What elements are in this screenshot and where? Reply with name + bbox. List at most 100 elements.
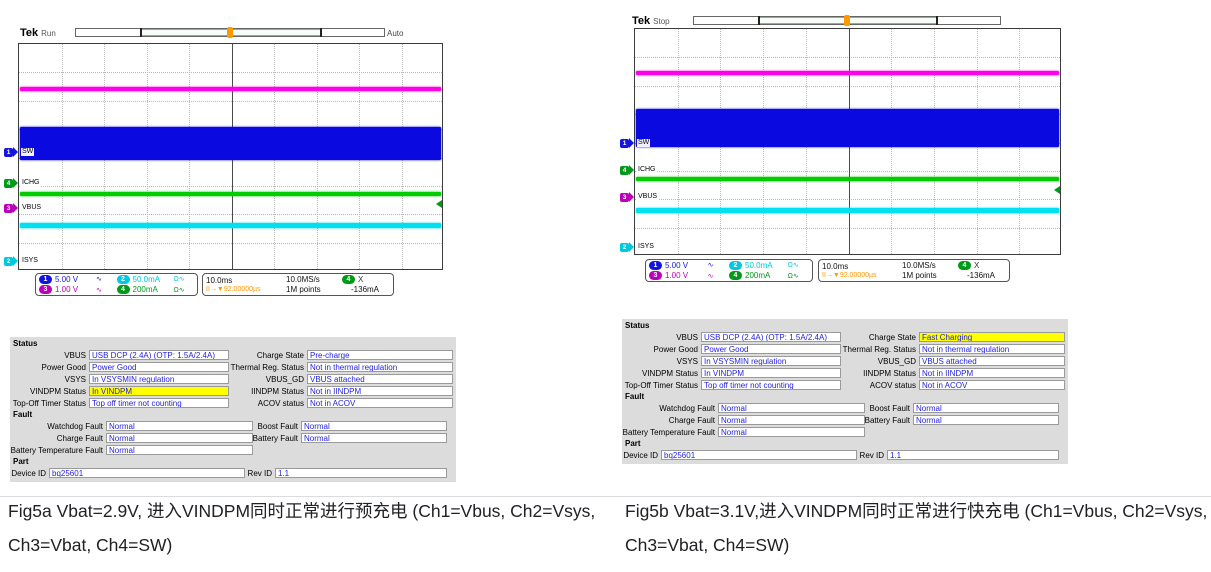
timebase-column: 10.0ms II→▼92.00000µs [822,260,902,281]
channel-badge: 2 [116,274,130,284]
trigger-delay-value: II→▼92.00000µs [206,286,261,294]
field-label: Battery Fault [864,415,910,425]
channel-badge: 1 [649,260,662,270]
section-title-fault: Fault [13,410,33,419]
trigger-type-value: X [358,275,364,285]
channel-label-ichg: ICHG [637,166,657,174]
field-label: Device ID [623,450,658,460]
channel-number-badge: 2 [620,242,629,252]
field-value: bq25601 [661,450,857,460]
field-label: VSYS [676,356,698,366]
channel-badge: 1 [39,274,52,284]
field-value: Top off timer not counting [701,380,841,390]
trace-magenta [636,71,1059,75]
field-value: Power Good [89,362,229,372]
field-label: Charge Fault [56,433,103,443]
preview-bracket-left [140,28,143,37]
field-value: Top off timer not counting [89,398,229,408]
channel-number-badge: 2 [4,256,13,266]
channel-marker-vbus: 3 [620,192,634,202]
channel-scale-value: 1.00 V [55,285,79,295]
gridline [19,185,442,187]
acquisition-mode-label: Auto [387,29,404,38]
trigger-position-icon [844,15,850,26]
channel-scale-value: 5.00 V [665,260,689,270]
gridline [635,199,1060,201]
readout-row: 3 1.00 V ∿ 4 200mA Ω∿ [649,271,809,281]
gridline [19,72,442,74]
field-value: Not in thermal regulation [919,344,1065,354]
preview-bracket-right [319,28,322,37]
channel-marker-isys: 2 [620,242,634,252]
field-label: Battery Temperature Fault [10,445,103,455]
field-row: VSYS In VSYSMIN regulation VBUS_GD VBUS att… [13,373,453,385]
readout-row: 3 1.00 V ∿ 4 200mA Ω∿ [39,285,194,295]
caption-left: Fig5a Vbat=2.9V, 进入VINDPM同时正常进行预充电 (Ch1=… [8,501,596,555]
field-value: Not in ACOV [919,380,1065,390]
field-label: IINDPM Status [251,386,304,396]
field-value: bq25601 [49,468,245,478]
field-value: Normal [106,421,253,431]
field-row: Device ID bq25601 Rev ID 1.1 [11,467,453,479]
trace-blue-band [636,109,1059,147]
field-value: In VINDPM [89,386,229,396]
record-length-value: 1M points [902,271,937,280]
field-label: Battery Fault [252,433,298,443]
channel-label-sw: SW [637,139,651,147]
channel-marker-vbus: 3 [4,203,18,213]
field-label: Top-Off Timer Status [12,398,86,408]
tek-logo: Tek [632,15,651,27]
trigger-level-value: -136mA [351,285,380,295]
channel-marker-isys: 2 [4,256,18,266]
field-row: VINDPM Status In VINDPM IINDPM Status Not i… [625,367,1065,379]
field-label: VBUS_GD [877,356,916,366]
probe-coupling-icon: ∿ [96,286,102,294]
channel-marker-ichg: 4 [4,178,18,188]
gridline [635,170,1060,172]
channel-label-vbus: VBUS [21,204,43,212]
caption-divider [0,496,1211,497]
acquisition-status: Run [41,29,56,38]
section-title-fault: Fault [625,392,645,401]
field-value: Normal [913,415,1059,425]
section-title-part: Part [13,457,29,466]
field-value: Not in ACOV [307,398,453,408]
gridline [635,227,1060,229]
channel-badge: 3 [649,271,662,281]
channel-label-sw: SW [21,148,35,156]
field-row: Device ID bq25601 Rev ID 1.1 [623,449,1065,461]
field-value: Not in thermal regulation [307,362,453,372]
field-label: Battery Temperature Fault [622,427,715,437]
field-value: Fast Charging [919,332,1065,342]
channel-badge: 4 [116,285,130,295]
gridline [635,57,1060,59]
field-label: Watchdog Fault [47,421,103,431]
gridline [19,100,442,102]
probe-coupling-icon: ∿ [707,272,714,280]
field-label: VINDPM Status [29,386,86,396]
field-row: Charge Fault Normal Battery Fault Normal [625,414,1065,426]
probe-coupling-icon: Ω∿ [787,272,799,280]
channel-scale-value: 50.0mA [132,274,161,284]
timebase-column: 10.0ms II→▼92.00000µs [206,274,286,295]
samplerate-column: 10.0MS/s 1M points [902,260,958,281]
channel-scale-value: 200mA [132,285,158,295]
channel-badge: 4 [729,271,742,281]
scope-graticule-right [634,28,1061,255]
channel-marker-arrow-icon [13,256,18,266]
field-label: Thermal Reg. Status [230,362,304,372]
trigger-delay-value: II→▼92.00000µs [822,272,877,280]
trigger-level-arrow-icon [436,200,442,208]
sample-rate-value: 10.0MS/s [902,261,936,270]
field-label: IINDPM Status [863,368,916,378]
channel-marker-ichg: 4 [620,165,634,175]
field-row: Power Good Power Good Thermal Reg. Status N… [13,361,453,373]
status-panel-right: Status VBUS USB DCP (2.4A) (OTP: 1.5A/2.4A… [622,319,1068,464]
field-label: ACOV status [257,398,304,408]
field-row: Battery Temperature Fault Normal [622,426,1065,438]
field-label: Top-Off Timer Status [624,380,698,390]
field-label: Boost Fault [257,421,298,431]
